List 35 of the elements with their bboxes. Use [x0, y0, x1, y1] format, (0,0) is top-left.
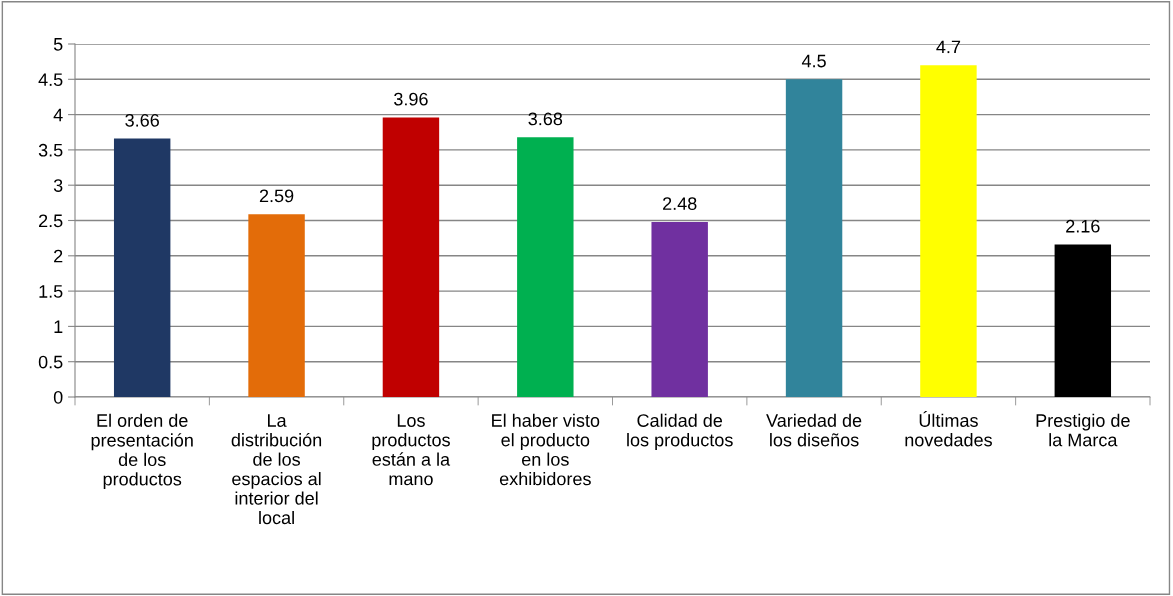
x-tick-label: El orden de presentación de los productos — [91, 413, 193, 490]
data-label: 4.7 — [936, 40, 961, 54]
y-tick-label: 0 — [53, 390, 63, 404]
x-tick-label: Los productos están a la mano — [372, 414, 451, 486]
x-tick-label: Variedad de los diseños — [766, 413, 862, 447]
y-tick-label: 0.5 — [38, 355, 63, 369]
data-label: 3.66 — [125, 113, 159, 127]
y-tick-label: 4 — [53, 108, 63, 122]
bar — [382, 117, 440, 397]
x-tick-label: El haber visto el producto en los exhibidores — [492, 413, 600, 486]
x-tick-label: Prestigio de la Marca — [1036, 413, 1130, 447]
y-tick-label: 4.5 — [38, 73, 63, 87]
bar — [651, 221, 708, 397]
data-label: 4.5 — [801, 54, 826, 68]
data-label: 2.59 — [259, 189, 294, 203]
x-tick-label: Calidad de los productos — [627, 413, 733, 450]
data-label: 2.16 — [1066, 219, 1100, 233]
x-tick-label: Últimas novedades — [905, 411, 992, 447]
bar — [1054, 244, 1112, 397]
x-tick-label: La distribución de los espacios al interior del local — [231, 414, 322, 525]
data-label: 3.68 — [528, 112, 563, 126]
y-tick-label: 2.5 — [39, 214, 63, 228]
y-tick-label: 3 — [53, 179, 63, 192]
y-tick-label: 1 — [54, 320, 63, 333]
bar — [113, 138, 171, 397]
bar — [920, 65, 977, 397]
data-label: 3.96 — [394, 92, 428, 106]
y-tick-label: 2 — [54, 249, 63, 263]
bar — [248, 214, 305, 397]
bar — [785, 79, 843, 397]
data-label: 2.48 — [663, 197, 697, 211]
y-tick-label: 3.5 — [38, 143, 63, 157]
bar — [517, 137, 574, 397]
y-tick-label: 1.5 — [39, 285, 63, 298]
y-tick-label: 5 — [53, 38, 63, 51]
